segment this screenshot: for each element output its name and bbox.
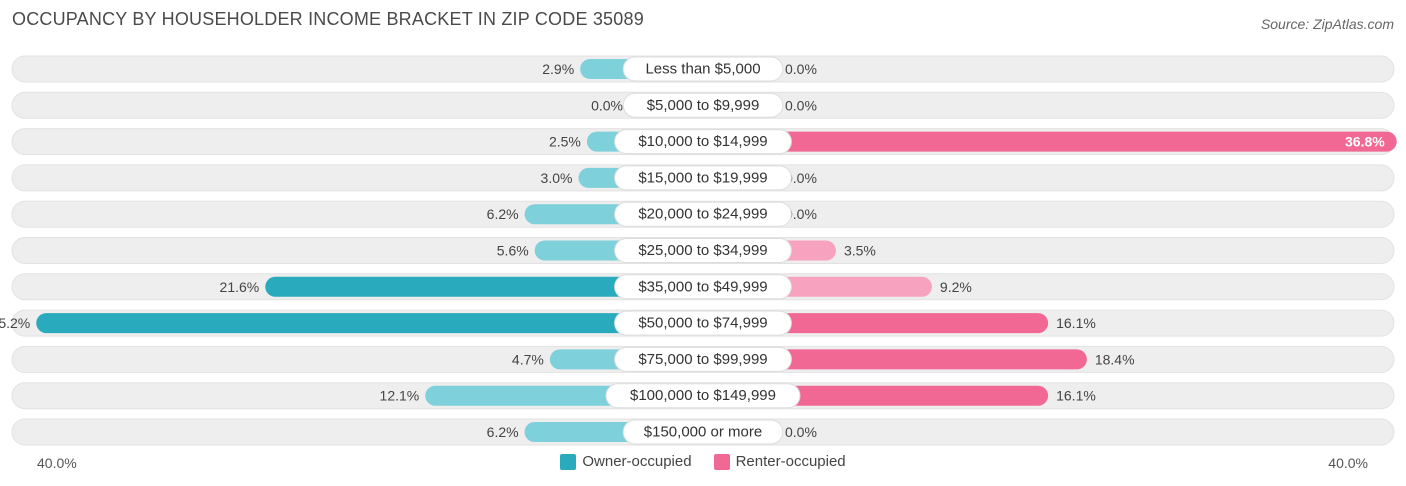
source-credit: Source: ZipAtlas.com	[1260, 16, 1394, 32]
category-label: $15,000 to $19,999	[638, 169, 767, 186]
legend-item-owner[interactable]: Owner-occupied	[560, 453, 692, 470]
legend-swatch-renter	[713, 453, 730, 470]
owner-bar	[36, 313, 704, 334]
renter-bar	[703, 349, 1087, 370]
owner-value-label: 12.1%	[380, 388, 420, 404]
owner-value-label: 21.6%	[220, 279, 260, 295]
renter-value-label: 16.1%	[1056, 315, 1096, 331]
category-pill	[614, 274, 792, 300]
category-pill	[605, 383, 801, 409]
owner-value-label: 5.6%	[497, 243, 529, 259]
renter-bar	[703, 131, 1397, 152]
category-pill	[614, 346, 792, 372]
category-pill	[614, 238, 792, 263]
category-label: $50,000 to $74,999	[638, 315, 767, 332]
owner-value-label: 0.0%	[591, 97, 623, 113]
renter-value-label: 16.1%	[1056, 388, 1096, 404]
owner-value-label: 6.2%	[487, 424, 519, 440]
category-label: Less than $5,000	[645, 61, 760, 78]
axis-label-right: 40.0%	[1328, 455, 1368, 471]
category-label: $20,000 to $24,999	[638, 206, 767, 223]
renter-value-label: 0.0%	[785, 170, 817, 186]
renter-value-label: 18.4%	[1095, 351, 1135, 367]
category-pill	[614, 129, 792, 155]
renter-value-label: 0.0%	[785, 424, 817, 440]
category-pill	[614, 165, 792, 191]
category-label: $5,000 to $9,999	[647, 97, 760, 114]
renter-value-label: 9.2%	[940, 279, 972, 295]
legend: Owner-occupied Renter-occupied	[0, 453, 1406, 470]
renter-value-label: 3.5%	[844, 243, 876, 259]
owner-value-label: 2.9%	[542, 61, 574, 77]
renter-value-label: 0.0%	[785, 97, 817, 113]
category-label: $150,000 or more	[644, 424, 762, 441]
owner-value-label: 2.5%	[549, 134, 581, 150]
category-label: $100,000 to $149,999	[630, 387, 776, 404]
category-pill	[622, 92, 784, 118]
owner-bar	[265, 276, 703, 297]
axis-label-left: 40.0%	[37, 455, 77, 471]
owner-value-label: 6.2%	[487, 206, 519, 222]
renter-value-label: 0.0%	[785, 206, 817, 222]
category-pill	[614, 201, 792, 227]
legend-swatch-owner	[560, 453, 577, 470]
legend-label-renter: Renter-occupied	[735, 453, 846, 470]
legend-label-owner: Owner-occupied	[582, 453, 692, 470]
owner-value-label: 4.7%	[512, 351, 544, 367]
category-label: $35,000 to $49,999	[638, 278, 767, 295]
chart-title: OCCUPANCY BY HOUSEHOLDER INCOME BRACKET …	[12, 9, 644, 29]
renter-value-label: 36.8%	[1345, 134, 1385, 150]
category-label: $10,000 to $14,999	[638, 133, 767, 150]
legend-item-renter[interactable]: Renter-occupied	[713, 453, 846, 470]
owner-value-label: 35.2%	[0, 315, 30, 331]
category-label: $25,000 to $34,999	[638, 242, 767, 259]
category-pill	[622, 56, 784, 82]
category-pill	[614, 310, 792, 336]
category-label: $75,000 to $99,999	[638, 351, 767, 368]
owner-value-label: 3.0%	[541, 170, 573, 186]
category-pill	[622, 419, 784, 445]
renter-value-label: 0.0%	[785, 61, 817, 77]
